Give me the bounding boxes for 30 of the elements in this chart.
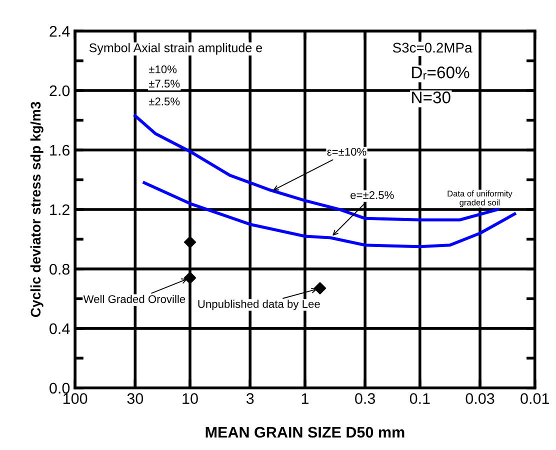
y-tick-label: 0.4 bbox=[50, 323, 70, 334]
annotation: Well Graded Oroville bbox=[83, 294, 186, 304]
y-tick-label: 1.2 bbox=[50, 204, 70, 216]
x-tick-label: 0.03 bbox=[466, 393, 494, 404]
x-tick-label: 1 bbox=[302, 393, 308, 404]
y-tick-label: 0.0 bbox=[50, 382, 70, 394]
x-tick-label: 10 bbox=[182, 393, 198, 404]
annotation: Unpublished data by Lee bbox=[198, 300, 320, 310]
x-tick-label: 0.1 bbox=[410, 393, 430, 404]
x-tick-label: 0.3 bbox=[355, 393, 376, 404]
y-axis-title: Cyclic deviator stress sdp kg/m3 bbox=[30, 102, 44, 317]
x-tick-label: 3 bbox=[246, 393, 254, 404]
annotation: ±10% bbox=[148, 65, 177, 74]
annotation: S3c=0.2MPa bbox=[392, 42, 472, 53]
annotation: ε=±10% bbox=[327, 148, 366, 156]
annotation: Data of uniformity graded soil bbox=[448, 190, 512, 208]
annotation: ±2.5% bbox=[148, 98, 180, 106]
y-tick-label: 0.8 bbox=[50, 264, 70, 275]
y-tick-label: 1.6 bbox=[50, 144, 70, 156]
annotation: Symbol Axial strain amplitude e bbox=[89, 43, 262, 55]
annotation: Dᵣ=60% bbox=[412, 66, 470, 80]
x-tick-label: 100 bbox=[63, 393, 88, 404]
y-tick-label: 2.4 bbox=[50, 26, 70, 37]
x-tick-label: 0.01 bbox=[520, 393, 549, 404]
x-tick-label: 30 bbox=[127, 393, 144, 404]
annotation: e=±2.5% bbox=[350, 191, 394, 200]
x-axis-title: MEAN GRAIN SIZE D50 mm bbox=[206, 426, 404, 438]
annotation: ±7.5% bbox=[148, 80, 180, 88]
annotation: N=30 bbox=[412, 92, 450, 104]
y-tick-label: 2.0 bbox=[50, 85, 70, 96]
